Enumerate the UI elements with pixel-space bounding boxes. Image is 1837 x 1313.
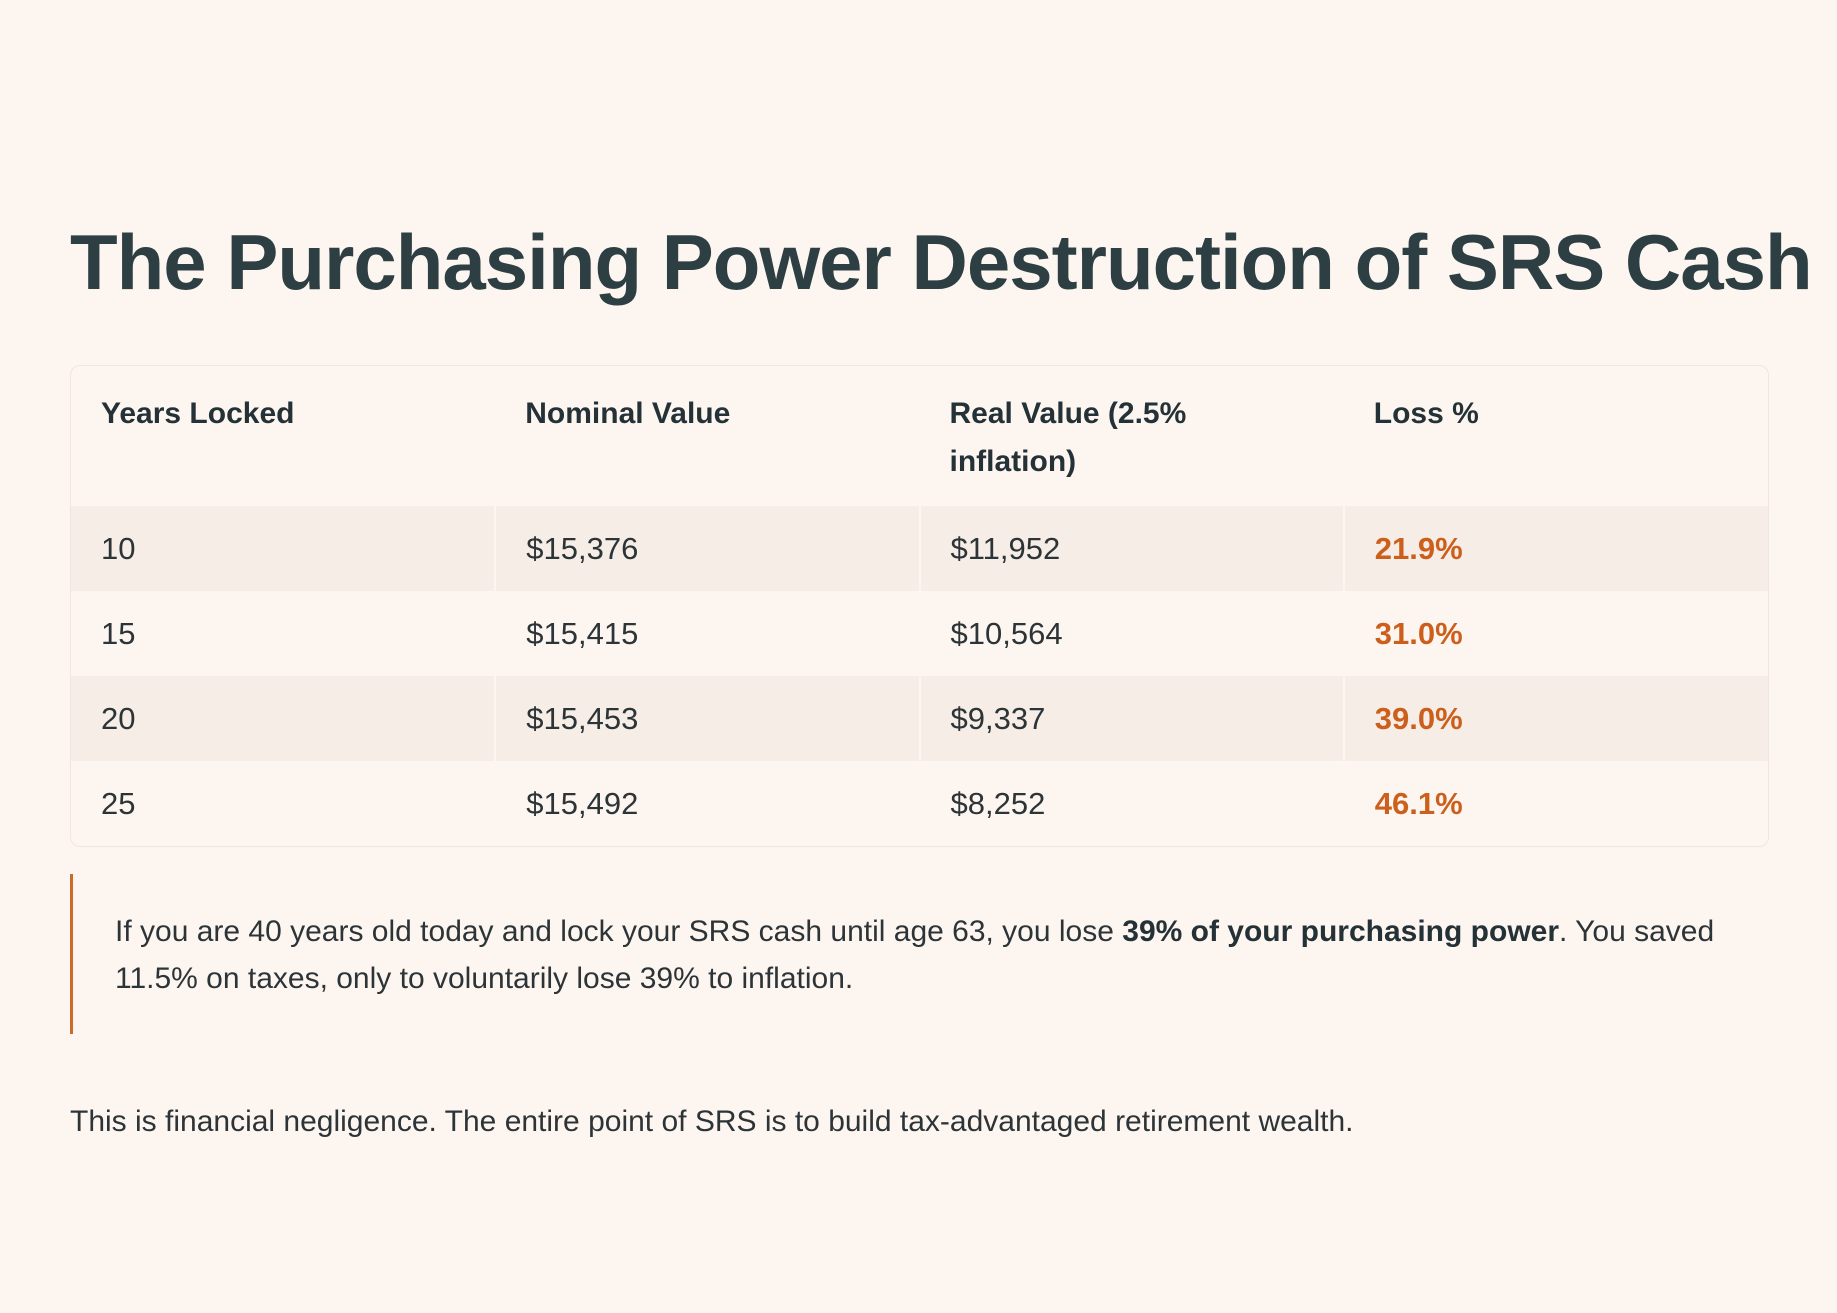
- cell-loss: 21.9%: [1342, 506, 1768, 591]
- cell-loss: 39.0%: [1342, 676, 1768, 761]
- cell-loss: 46.1%: [1342, 761, 1768, 846]
- cell-nominal: $15,492: [494, 761, 920, 846]
- cell-real: $8,252: [918, 761, 1344, 846]
- table-row: 25 $15,492 $8,252 46.1%: [71, 761, 1768, 846]
- cell-years: 10: [71, 506, 496, 591]
- table-row: 20 $15,453 $9,337 39.0%: [71, 676, 1768, 761]
- callout-text-after: . You saved 11.5% on taxes, only to volu…: [115, 915, 1715, 995]
- cell-nominal: $15,415: [494, 591, 920, 676]
- cell-loss: 31.0%: [1342, 591, 1768, 676]
- closing-paragraph: This is financial negligence. The entire…: [70, 1105, 1354, 1138]
- data-table: Years Locked Nominal Value Real Value (2…: [70, 365, 1769, 847]
- cell-real: $9,337: [918, 676, 1344, 761]
- page-title: The Purchasing Power Destruction of SRS …: [70, 218, 1813, 306]
- cell-years: 15: [101, 616, 136, 651]
- cell-years: 20: [71, 676, 496, 761]
- column-header-years: Years Locked: [101, 397, 295, 430]
- table-row: 15 $15,415 $10,564 31.0%: [71, 591, 1768, 676]
- callout-text-before: If you are 40 years old today and lock y…: [115, 915, 1123, 948]
- cell-real: $11,952: [918, 506, 1344, 591]
- column-header-nominal: Nominal Value: [525, 397, 731, 430]
- callout-quote: If you are 40 years old today and lock y…: [70, 874, 1767, 1034]
- table-header-row: Years Locked Nominal Value Real Value (2…: [71, 366, 1768, 506]
- callout-emphasis: 39% of your purchasing power: [1122, 915, 1560, 948]
- table-row: 10 $15,376 $11,952 21.9%: [71, 506, 1768, 591]
- cell-nominal: $15,453: [494, 676, 920, 761]
- cell-years: 25: [101, 786, 136, 821]
- cell-real: $10,564: [918, 591, 1344, 676]
- cell-nominal: $15,376: [494, 506, 920, 591]
- column-header-real: Real Value (2.5% inflation): [949, 397, 1187, 478]
- column-header-loss: Loss %: [1373, 397, 1479, 430]
